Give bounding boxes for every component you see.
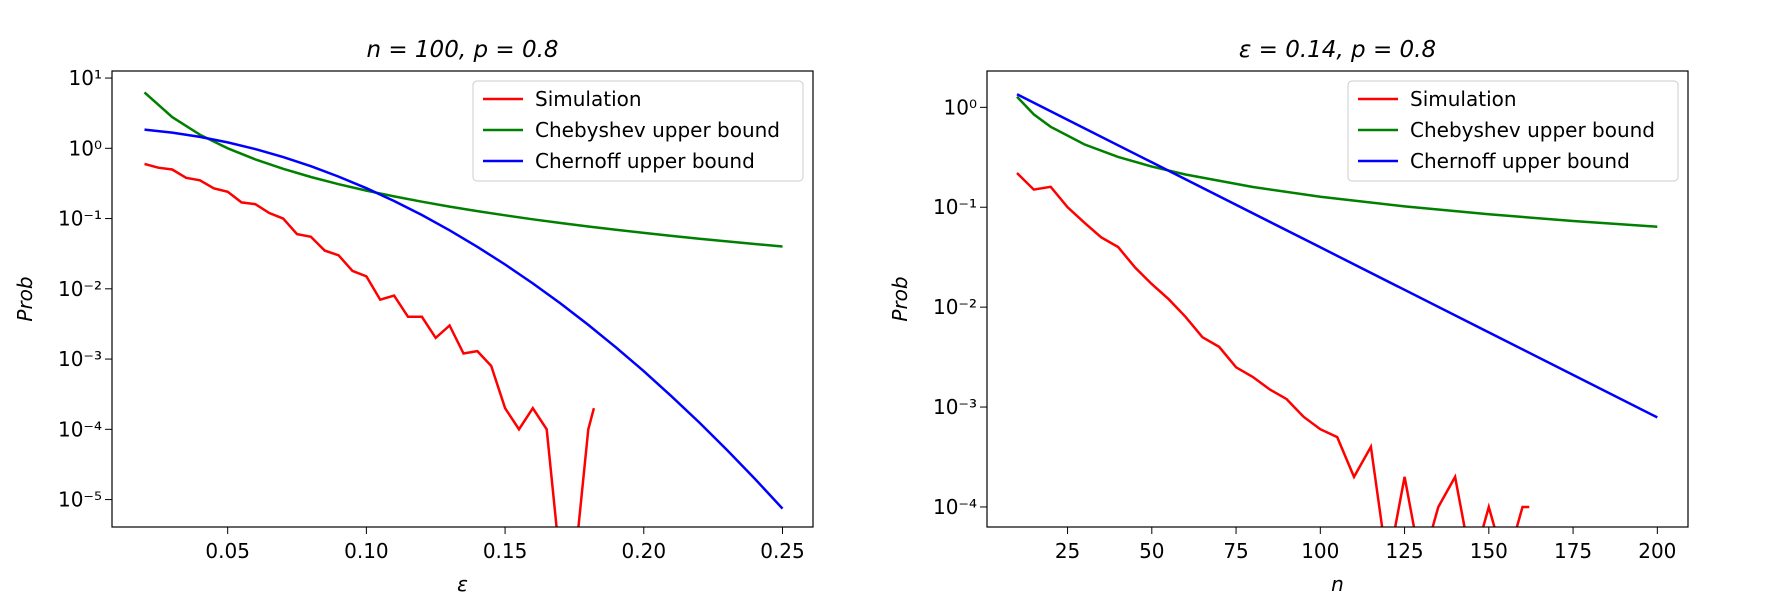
x-tick-label: 200 xyxy=(1638,539,1676,563)
y-axis-label: Prob xyxy=(888,276,912,321)
x-tick-label: 0.15 xyxy=(483,539,528,563)
legend-label: Chernoff upper bound xyxy=(1410,149,1630,173)
legend-box xyxy=(472,80,804,182)
y-tick-label: 10⁻² xyxy=(58,277,102,301)
x-tick-label: 125 xyxy=(1385,539,1423,563)
y-tick-label: 10⁻⁴ xyxy=(58,417,102,441)
x-tick-label: 0.10 xyxy=(344,539,389,563)
chart-title: ε = 0.14, p = 0.8 xyxy=(1239,37,1436,63)
y-tick-label: 10⁻⁴ xyxy=(933,495,977,519)
y-tick-label: 10⁰ xyxy=(69,136,102,160)
legend-label: Chebyshev upper bound xyxy=(1410,118,1655,142)
series-line xyxy=(1016,95,1658,228)
y-tick-label: 10⁰ xyxy=(944,95,977,119)
legend-label: Chebyshev upper bound xyxy=(535,118,780,142)
y-tick-label: 10¹ xyxy=(69,66,102,90)
plot-area xyxy=(143,91,784,527)
x-tick-label: 150 xyxy=(1470,539,1508,563)
x-tick-label: 0.05 xyxy=(205,539,250,563)
y-tick-label: 10⁻¹ xyxy=(58,207,102,231)
x-tick-label: 0.25 xyxy=(760,539,805,563)
x-tick-label: 0.20 xyxy=(622,539,667,563)
y-tick-label: 10⁻³ xyxy=(933,395,977,419)
series-line xyxy=(1016,172,1530,527)
series-line xyxy=(144,162,596,527)
y-tick-label: 10⁻¹ xyxy=(933,195,977,219)
plot-area xyxy=(1016,93,1658,527)
y-tick-label: 10⁻² xyxy=(933,295,977,319)
y-axis-label: Prob xyxy=(13,276,37,321)
legend-label: Simulation xyxy=(1410,87,1517,111)
x-tick-label: 25 xyxy=(1055,539,1080,563)
legend-label: Chernoff upper bound xyxy=(535,149,755,173)
legend-box xyxy=(1347,80,1679,182)
x-tick-label: 175 xyxy=(1554,539,1592,563)
axes-frame xyxy=(986,70,1689,528)
axes-frame xyxy=(111,70,814,528)
x-tick-label: 100 xyxy=(1301,539,1339,563)
x-axis-label: n xyxy=(1331,572,1344,596)
legend-label: Simulation xyxy=(535,87,642,111)
series-line xyxy=(143,91,783,248)
chart-title: n = 100, p = 0.8 xyxy=(366,37,558,63)
series-line xyxy=(1016,93,1658,419)
y-tick-label: 10⁻³ xyxy=(58,347,102,371)
x-tick-label: 75 xyxy=(1223,539,1248,563)
x-tick-label: 50 xyxy=(1139,539,1164,563)
x-axis-label: ε xyxy=(457,572,468,596)
y-tick-label: 10⁻⁵ xyxy=(58,488,102,512)
series-line xyxy=(144,128,784,510)
